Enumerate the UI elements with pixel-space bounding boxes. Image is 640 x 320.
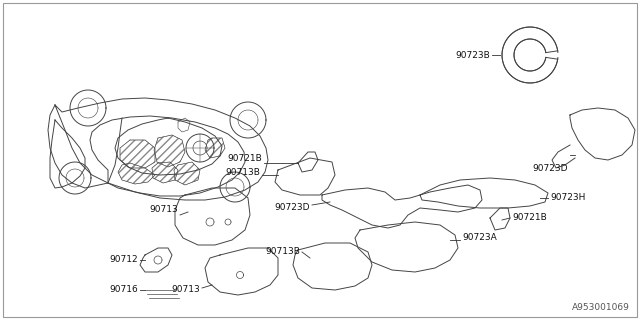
Text: 90723D: 90723D xyxy=(275,204,310,212)
Text: 90712: 90712 xyxy=(109,255,138,265)
Text: 90723B: 90723B xyxy=(455,51,490,60)
Text: 90721B: 90721B xyxy=(512,213,547,222)
Text: 90721B: 90721B xyxy=(227,154,262,163)
Text: A953001069: A953001069 xyxy=(572,303,630,312)
Text: 90716: 90716 xyxy=(109,285,138,294)
Text: 90713: 90713 xyxy=(172,285,200,294)
Text: 90723D: 90723D xyxy=(532,164,568,172)
Text: 90713B: 90713B xyxy=(225,167,260,177)
Text: 90713: 90713 xyxy=(149,205,178,214)
Text: 90723H: 90723H xyxy=(550,194,586,203)
Text: 90713B: 90713B xyxy=(265,247,300,257)
Text: 90723A: 90723A xyxy=(462,234,497,243)
